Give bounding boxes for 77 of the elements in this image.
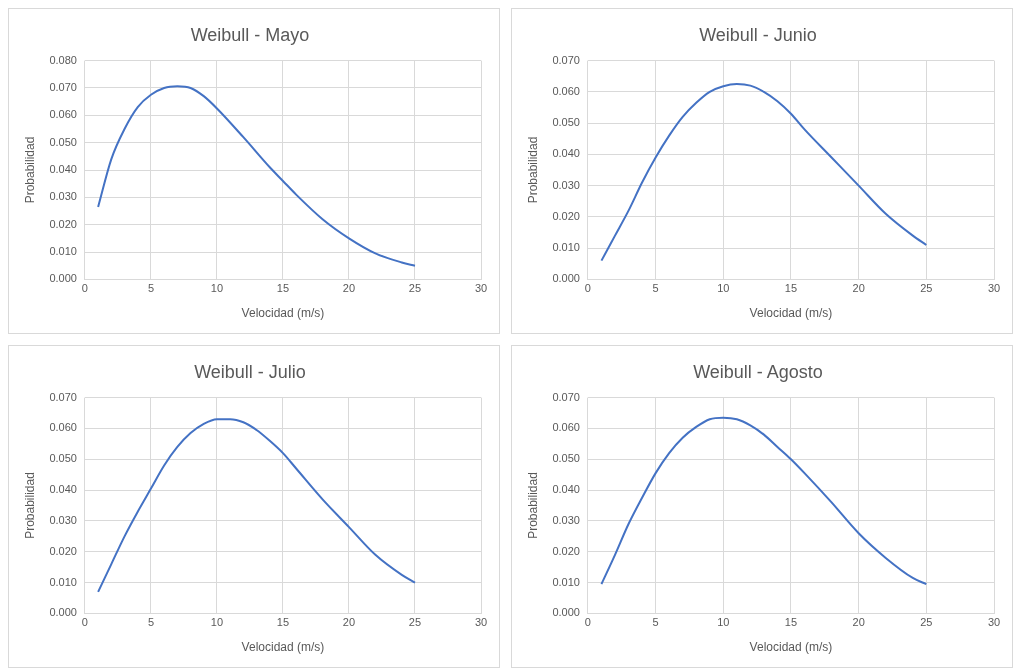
y-tick-label: 0.040	[552, 483, 580, 496]
y-tick-label: 0.070	[49, 390, 77, 403]
y-tick-label: 0.000	[49, 272, 77, 285]
y-tick-label: 0.030	[552, 178, 580, 191]
y-tick-label: 0.050	[49, 452, 77, 465]
y-tick-label: 0.020	[552, 544, 580, 557]
y-tick-label: 0.040	[552, 147, 580, 160]
y-tick-label: 0.040	[49, 163, 77, 176]
x-axis-title: Velocidad (m/s)	[749, 640, 833, 655]
y-tick-label: 0.000	[552, 606, 580, 619]
y-tick-label: 0.030	[49, 513, 77, 526]
x-tick-label: 25	[408, 616, 422, 629]
chart-title: Weibull - Junio	[699, 24, 817, 45]
y-tick-label: 0.040	[49, 483, 77, 496]
x-tick-label: 0	[81, 616, 88, 629]
y-axis-title: Probabilidad	[525, 472, 540, 539]
y-tick-label: 0.050	[552, 452, 580, 465]
y-tick-label: 0.060	[49, 108, 77, 121]
x-axis-title: Velocidad (m/s)	[241, 306, 325, 321]
y-tick-label: 0.060	[552, 84, 580, 97]
line-series	[97, 85, 416, 267]
y-tick-label: 0.010	[552, 241, 580, 254]
y-tick-label: 0.020	[552, 209, 580, 222]
x-tick-label: 20	[342, 616, 356, 629]
x-tick-label: 30	[474, 616, 488, 629]
y-axis-title: Probabilidad	[22, 136, 37, 204]
y-tick-label: 0.050	[49, 135, 77, 148]
x-tick-label: 20	[852, 616, 865, 629]
x-tick-label: 0	[584, 616, 591, 629]
x-tick-label: 10	[210, 282, 224, 295]
x-tick-label: 5	[147, 616, 154, 629]
y-axis-title: Probabilidad	[22, 472, 37, 539]
chart-title: Weibull - Mayo	[190, 24, 310, 45]
y-tick-label: 0.070	[49, 80, 77, 93]
x-tick-label: 10	[717, 616, 730, 629]
line-series	[600, 83, 928, 262]
x-axis-title: Velocidad (m/s)	[749, 306, 833, 321]
x-tick-label: 30	[987, 616, 1001, 629]
x-tick-label: 10	[210, 616, 224, 629]
y-tick-label: 0.070	[552, 53, 580, 66]
x-tick-label: 25	[920, 616, 933, 629]
y-tick-label: 0.000	[552, 272, 580, 285]
y-tick-label: 0.020	[49, 544, 77, 557]
x-tick-label: 15	[276, 616, 290, 629]
x-tick-label: 25	[408, 282, 422, 295]
x-tick-label: 15	[784, 282, 798, 295]
line-series	[97, 418, 416, 593]
y-tick-label: 0.070	[552, 390, 580, 403]
y-tick-label: 0.020	[49, 217, 77, 230]
y-tick-label: 0.030	[552, 513, 580, 526]
x-tick-label: 15	[784, 616, 798, 629]
y-axis-title: Probabilidad	[525, 136, 540, 204]
x-tick-label: 30	[987, 282, 1001, 295]
x-axis-title: Velocidad (m/s)	[241, 640, 325, 655]
y-tick-label: 0.010	[49, 245, 77, 258]
x-tick-label: 25	[920, 282, 933, 295]
chart-title: Weibull - Agosto	[693, 361, 823, 382]
x-tick-label: 5	[147, 282, 154, 295]
x-tick-label: 15	[276, 282, 290, 295]
x-tick-label: 5	[652, 616, 659, 629]
x-tick-label: 0	[81, 282, 88, 295]
y-tick-label: 0.000	[49, 606, 77, 619]
x-tick-label: 0	[584, 282, 591, 295]
y-tick-label: 0.060	[49, 421, 77, 434]
line-series	[600, 416, 928, 586]
y-tick-label: 0.050	[552, 116, 580, 129]
y-tick-label: 0.060	[552, 421, 580, 434]
chart-title: Weibull - Julio	[194, 361, 306, 382]
x-tick-label: 30	[474, 282, 488, 295]
y-tick-label: 0.080	[49, 53, 77, 66]
x-tick-label: 10	[717, 282, 730, 295]
y-tick-label: 0.010	[552, 575, 580, 588]
x-tick-label: 5	[652, 282, 659, 295]
x-tick-label: 20	[852, 282, 865, 295]
y-tick-label: 0.030	[49, 190, 77, 203]
x-tick-label: 20	[342, 282, 356, 295]
y-tick-label: 0.010	[49, 575, 77, 588]
